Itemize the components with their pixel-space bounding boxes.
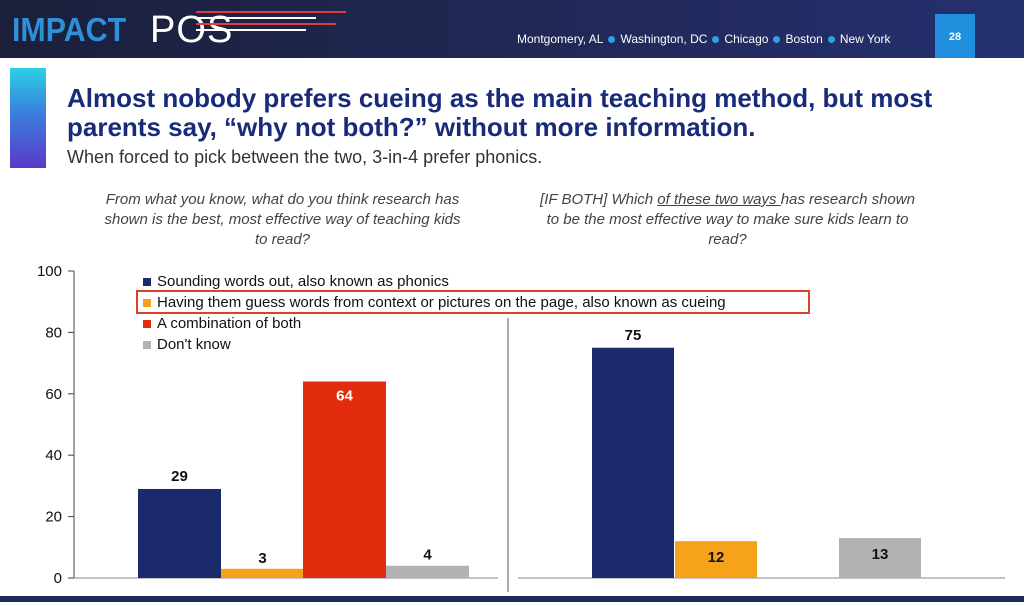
bar <box>592 347 674 578</box>
question-right-underlined: of these two ways <box>657 191 781 208</box>
bar <box>221 568 304 578</box>
city-dot-icon <box>827 35 835 43</box>
legend-label: Sounding words out, also known as phonic… <box>157 273 449 290</box>
legend-swatch-both <box>143 319 151 328</box>
question-right-suffix: has research shown to be the most effect… <box>546 191 915 248</box>
bar <box>303 381 386 578</box>
bar-data-label: 3 <box>258 550 266 567</box>
brand-lines-icon <box>196 11 346 31</box>
city-list: Montgomery, AL Washington, DC Chicago Bosto… <box>517 32 891 46</box>
y-tick-label: 20 <box>45 509 62 526</box>
y-tick-label: 80 <box>45 324 62 341</box>
legend-item-dont-know: Don't know <box>143 334 726 355</box>
legend-item-both: A combination of both <box>143 313 726 334</box>
y-tick-label: 40 <box>45 447 62 464</box>
city-dot-icon <box>608 35 616 43</box>
city-label: Washington, DC <box>620 32 708 46</box>
slide-title: Almost nobody prefers cueing as the main… <box>67 83 933 142</box>
bar-data-label: 64 <box>336 388 353 405</box>
legend-swatch-dont-know <box>143 340 151 349</box>
city-dot-icon <box>712 35 720 43</box>
bar <box>386 565 469 578</box>
city-label: New York <box>839 32 891 46</box>
bar <box>138 488 221 578</box>
question-right-prefix: [IF BOTH] Which <box>540 191 658 208</box>
accent-bar <box>10 68 46 168</box>
city-label: Montgomery, AL <box>517 32 604 46</box>
bar-data-label: 75 <box>625 327 642 344</box>
legend-label: Don't know <box>157 336 231 353</box>
bar <box>839 538 921 578</box>
city-label: Chicago <box>724 32 769 46</box>
legend-item-phonics: Sounding words out, also known as phonic… <box>143 271 726 292</box>
chart-legend: Sounding words out, also known as phonic… <box>143 271 726 355</box>
bar-data-label: 12 <box>708 549 725 566</box>
footer-bar <box>0 596 1024 602</box>
y-tick-label: 0 <box>54 570 62 587</box>
legend-swatch-phonics <box>143 277 151 286</box>
legend-swatch-cueing <box>143 298 151 307</box>
city-label: Boston <box>785 32 823 46</box>
slide-subtitle: When forced to pick between the two, 3-i… <box>67 147 543 167</box>
legend-label: A combination of both <box>157 315 302 332</box>
y-tick-label: 100 <box>37 263 62 280</box>
legend-label: Having them guess words from context or … <box>157 294 726 311</box>
question-right: [IF BOTH] Which of these two ways has re… <box>540 190 915 250</box>
brand-impact-text: IMPACT <box>12 11 127 48</box>
bar-data-label: 13 <box>872 546 889 563</box>
y-tick-label: 60 <box>45 386 62 403</box>
bar-data-label: 4 <box>423 547 432 564</box>
page-number: 28 <box>935 14 975 58</box>
city-dot-icon <box>773 35 781 43</box>
legend-item-cueing: Having them guess words from context or … <box>143 292 726 313</box>
bar <box>675 541 757 578</box>
legend-highlight-box <box>136 290 810 314</box>
question-left: From what you know, what do you think re… <box>104 191 461 248</box>
bar-data-label: 29 <box>171 468 188 485</box>
header-bar: IMPACT POS Montgomery, AL Washington, DC C… <box>0 0 1024 58</box>
